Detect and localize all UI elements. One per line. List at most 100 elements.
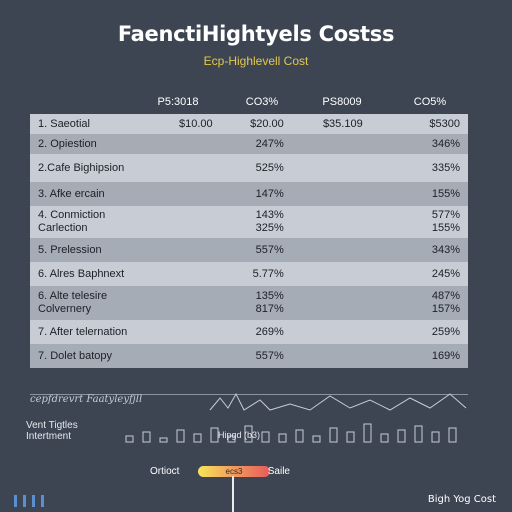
table-cell: 487% 157%: [431, 290, 460, 315]
table-cell: 557%: [255, 349, 284, 362]
row-label: 6. Alres Baphnext: [38, 267, 125, 280]
table-row: 6. Alres Baphnext 5.77% 245%: [30, 262, 468, 286]
table-header: P5:3018 CO3% PS8009 CO5%: [0, 92, 512, 114]
column-header: PS8009: [322, 96, 362, 108]
sparkline-bar: [159, 437, 168, 443]
row-label: 7. Dolet batopy: [38, 349, 112, 362]
table-cell: 147%: [255, 187, 284, 200]
table-cell: [157, 320, 221, 344]
cost-scale: Ortioct ecs3 Saile: [150, 465, 310, 479]
table-cell: [157, 154, 221, 182]
scale-gradient-pill: ecs3: [198, 466, 270, 477]
table-cell: $35.109: [322, 117, 363, 130]
row-label: 1. Saeotial: [38, 117, 90, 130]
table-cell: [157, 262, 221, 286]
decorative-dots: [14, 494, 50, 512]
row-label: 5. Prelession: [38, 243, 102, 256]
sparkline-bar: [210, 427, 219, 443]
table-cell: [292, 320, 371, 344]
sparkline-line: [209, 392, 467, 411]
table-cell: 5.77%: [252, 267, 284, 280]
bottom-middle-label: Hipgd (b3): [218, 430, 261, 440]
table-cell: $10.00: [179, 117, 213, 130]
table-cell: 245%: [431, 267, 460, 280]
sparkline-bar: [142, 431, 151, 443]
table-row: 4. Conmiction Carlection 143% 325% 577% 155%: [30, 206, 468, 238]
sparkline-caption: cepfdrevrt Faatyleyfjll: [30, 394, 143, 405]
scale-high-label: Saile: [267, 466, 290, 477]
table-cell: [292, 238, 371, 262]
table-cell: 557%: [255, 243, 284, 256]
table-row: 2. Opiestion 247% 346%: [30, 134, 468, 154]
table-cell: 247%: [255, 137, 284, 150]
row-label: 4. Conmiction Carlection: [38, 209, 106, 234]
sparkline-bar: [176, 429, 185, 443]
row-label: 3. Afke ercain: [38, 187, 105, 200]
table-cell: 155%: [431, 187, 460, 200]
table-cell: $20.00: [250, 117, 284, 130]
table-cell: 259%: [431, 325, 460, 338]
sparkline-bar: [448, 427, 457, 443]
table-cell: [292, 134, 371, 154]
table-cell: [157, 344, 221, 368]
column-header: CO3%: [245, 96, 279, 108]
sparkline-bar: [329, 427, 338, 443]
sparkline-bar: [363, 423, 372, 443]
table-cell: [157, 238, 221, 262]
row-label: 7. After telernation: [38, 325, 128, 338]
sparkline-bar: [244, 425, 253, 443]
table-cell: [157, 182, 221, 206]
table-row: 6. Alte telesire Colvernery 135% 817% 487% 15…: [30, 286, 468, 320]
table-cell: [292, 206, 371, 238]
sparkline-bar: [193, 433, 202, 443]
table-row: 2.Cafe Bighipsion 525% 335%: [30, 154, 468, 182]
row-label: 6. Alte telesire Colvernery: [38, 290, 108, 315]
table-row: 3. Afke ercain 147% 155%: [30, 182, 468, 206]
sparkline-area: cepfdrevrt Faatyleyfjll: [30, 388, 468, 448]
table-cell: 135% 817%: [255, 290, 284, 315]
sparkline-graphic: [125, 392, 467, 443]
table-cell: [292, 154, 371, 182]
sparkline-bar: [261, 431, 270, 443]
column-header: CO5%: [413, 96, 447, 108]
table-cell: 169%: [431, 349, 460, 362]
sparkline-bar: [380, 433, 389, 443]
table-cell: 577% 155%: [431, 209, 460, 234]
table-row: 1. Saeotial $10.00 $20.00 $35.109 $5300: [30, 114, 468, 134]
sparkline-bar: [397, 429, 406, 443]
bottom-left-label-text: Vent Tigtles Intertment: [26, 420, 78, 442]
table-cell: 269%: [255, 325, 284, 338]
sparkline-bar: [125, 435, 134, 443]
table-row: 7. After telernation 269% 259%: [30, 320, 468, 344]
table-cell: 346%: [431, 137, 460, 150]
table-cell: [292, 344, 371, 368]
chart-title: FaenctiHightyels Costss: [117, 22, 395, 46]
chart-subtitle: Ecp-Highlevell Cost: [203, 54, 309, 68]
scale-low-label: Ortioct: [150, 466, 180, 477]
sparkline-bar: [227, 435, 236, 443]
table-cell: $5300: [429, 117, 460, 130]
sparkline-bar: [346, 431, 355, 443]
table-row: 5. Prelession 557% 343%: [30, 238, 468, 262]
sparkline-bar: [295, 429, 304, 443]
footer-label: Bigh Yog Cost: [427, 494, 496, 505]
cost-table: 1. Saeotial $10.00 $20.00 $35.109 $5300 2. Op…: [30, 114, 468, 368]
sparkline-bar: [278, 433, 287, 443]
bottom-left-label: Vent Tigtles Intertment: [26, 420, 78, 442]
row-label: 2. Opiestion: [38, 137, 97, 150]
column-header: P5:3018: [157, 96, 199, 108]
sparkline-bar: [414, 425, 423, 443]
table-cell: [157, 134, 221, 154]
table-cell: [157, 206, 221, 238]
sparkline-bar: [431, 431, 440, 443]
row-label: 2.Cafe Bighipsion: [38, 161, 125, 174]
table-cell: 143% 325%: [255, 209, 284, 234]
table-cell: [292, 286, 371, 320]
scale-needle: [232, 476, 234, 512]
table-cell: [292, 262, 371, 286]
divider: [30, 394, 468, 395]
table-cell: [292, 182, 371, 206]
table-cell: [157, 286, 221, 320]
table-cell: 335%: [431, 161, 460, 174]
table-row: 7. Dolet batopy 557% 169%: [30, 344, 468, 368]
